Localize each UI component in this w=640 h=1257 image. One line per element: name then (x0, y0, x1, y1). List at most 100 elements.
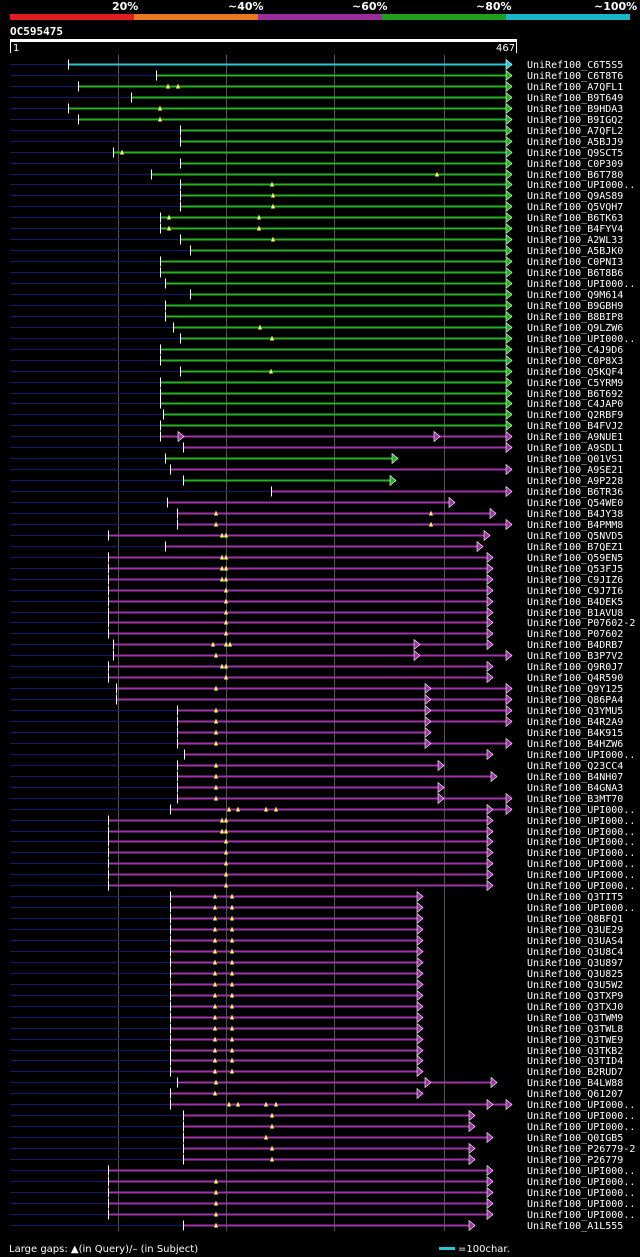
hit-row[interactable]: UniRef100_Q3TWM9 (10, 1011, 623, 1025)
hit-label[interactable]: UniRef100_B4GNA3 (527, 783, 623, 794)
hit-label[interactable]: UniRef100_B1AVU8 (527, 608, 623, 619)
hit-row[interactable]: UniRef100_P07602 (10, 627, 623, 641)
hit-row[interactable]: UniRef100_UPI000.. (10, 868, 635, 882)
hit-row[interactable]: UniRef100_B4LW88 (10, 1076, 623, 1090)
hit-label[interactable]: UniRef100_UPI000.. (527, 859, 635, 870)
hit-label[interactable]: UniRef100_B4PMM8 (527, 520, 623, 531)
hit-label[interactable]: UniRef100_Q2RBF9 (527, 410, 623, 421)
hit-row[interactable]: UniRef100_Q86PA4 (10, 693, 623, 707)
hit-label[interactable]: UniRef100_C4J9D6 (527, 345, 623, 356)
hit-row[interactable]: UniRef100_UPI000.. (10, 879, 635, 893)
hit-row[interactable]: UniRef100_C4J9D6 (10, 343, 623, 357)
hit-row[interactable]: UniRef100_UPI000.. (10, 1098, 635, 1112)
hit-label[interactable]: UniRef100_B4R2A9 (527, 717, 623, 728)
hit-row[interactable]: UniRef100_Q5KQF4 (10, 365, 623, 379)
hit-row[interactable]: UniRef100_Q53FJ5 (10, 562, 623, 576)
hit-row[interactable]: UniRef100_Q3U825 (10, 967, 623, 981)
hit-label[interactable]: UniRef100_UPI000.. (527, 334, 635, 345)
hit-row[interactable]: UniRef100_UPI000.. (10, 857, 635, 871)
hit-label[interactable]: UniRef100_P07602-2 (527, 618, 635, 629)
hit-row[interactable]: UniRef100_Q2RBF9 (10, 408, 623, 422)
hit-label[interactable]: UniRef100_B3MT70 (527, 794, 623, 805)
hit-label[interactable]: UniRef100_UPI000.. (527, 1188, 635, 1199)
hit-label[interactable]: UniRef100_Q0IGB5 (527, 1133, 623, 1144)
hit-row[interactable]: UniRef100_Q9SCT5 (10, 146, 623, 160)
hit-row[interactable]: UniRef100_B6T692 (10, 387, 623, 401)
hit-label[interactable]: UniRef100_Q5KQF4 (527, 367, 623, 378)
hit-label[interactable]: UniRef100_A7QFL1 (527, 82, 623, 93)
hit-label[interactable]: UniRef100_C9J7I6 (527, 586, 623, 597)
hit-row[interactable]: UniRef100_UPI000.. (10, 1164, 635, 1178)
hit-label[interactable]: UniRef100_C5YRM9 (527, 378, 623, 389)
hit-label[interactable]: UniRef100_B9IGQ2 (527, 115, 623, 126)
hit-row[interactable]: UniRef100_A9SDL1 (10, 441, 623, 455)
hit-row[interactable]: UniRef100_C9J7I6 (10, 584, 623, 598)
hit-row[interactable]: UniRef100_UPI000.. (10, 846, 635, 860)
hit-label[interactable]: UniRef100_B7QEZ1 (527, 542, 623, 553)
hit-label[interactable]: UniRef100_Q61207 (527, 1089, 623, 1100)
hit-row[interactable]: UniRef100_B9GBH9 (10, 299, 623, 313)
hit-label[interactable]: UniRef100_Q9LZW6 (527, 323, 623, 334)
hit-row[interactable]: UniRef100_Q4R590 (10, 671, 623, 685)
hit-label[interactable]: UniRef100_B6T8B6 (527, 268, 623, 279)
hit-label[interactable]: UniRef100_C6T8T6 (527, 71, 623, 82)
hit-label[interactable]: UniRef100_UPI000.. (527, 750, 635, 761)
hit-row[interactable]: UniRef100_UPI000.. (10, 814, 635, 828)
hit-label[interactable]: UniRef100_UPI000.. (527, 1100, 635, 1111)
hit-label[interactable]: UniRef100_UPI000.. (527, 1177, 635, 1188)
hit-row[interactable]: UniRef100_UPI000.. (10, 178, 635, 192)
hit-label[interactable]: UniRef100_B9GBH9 (527, 301, 623, 312)
hit-label[interactable]: UniRef100_UPI000.. (527, 279, 635, 290)
hit-row[interactable]: UniRef100_B4FYV4 (10, 222, 623, 236)
hit-row[interactable]: UniRef100_Q59EN5 (10, 551, 623, 565)
hit-label[interactable]: UniRef100_B6T692 (527, 389, 623, 400)
hit-label[interactable]: UniRef100_UPI000.. (527, 1199, 635, 1210)
hit-row[interactable]: UniRef100_Q9AS89 (10, 189, 623, 203)
hit-row[interactable]: UniRef100_Q0IGB5 (10, 1131, 623, 1145)
hit-label[interactable]: UniRef100_Q3U825 (527, 969, 623, 980)
hit-row[interactable]: UniRef100_B9HDA3 (10, 102, 623, 116)
hit-row[interactable]: UniRef100_Q5NVD5 (10, 529, 623, 543)
hit-label[interactable]: UniRef100_Q4R590 (527, 673, 623, 684)
hit-row[interactable]: UniRef100_A7QFL1 (10, 80, 623, 94)
hit-row[interactable]: UniRef100_B9IGQ2 (10, 113, 623, 127)
hit-label[interactable]: UniRef100_Q3TWM9 (527, 1013, 623, 1024)
hit-label[interactable]: UniRef100_UPI000.. (527, 816, 635, 827)
hit-row[interactable]: UniRef100_B6T8B6 (10, 266, 623, 280)
hit-row[interactable]: UniRef100_A7QFL2 (10, 124, 623, 138)
hit-row[interactable]: UniRef100_B2RUD7 (10, 1065, 623, 1079)
hit-row[interactable]: UniRef100_A2WL33 (10, 233, 623, 247)
hit-row[interactable]: UniRef100_UPI000.. (10, 835, 635, 849)
hit-row[interactable]: UniRef100_B1AVU8 (10, 606, 623, 620)
hit-row[interactable]: UniRef100_Q3TIT5 (10, 890, 623, 904)
hit-label[interactable]: UniRef100_B4NH07 (527, 772, 623, 783)
hit-label[interactable]: UniRef100_P26779 (527, 1155, 623, 1166)
hit-row[interactable]: UniRef100_Q3TID4 (10, 1054, 623, 1068)
hit-label[interactable]: UniRef100_Q3TWE9 (527, 1035, 623, 1046)
hit-row[interactable]: UniRef100_UPI000.. (10, 1120, 635, 1134)
hit-label[interactable]: UniRef100_B6TK63 (527, 213, 623, 224)
hit-row[interactable]: UniRef100_C6T8T6 (10, 69, 623, 83)
hit-row[interactable]: UniRef100_UPI000.. (10, 1175, 635, 1189)
hit-row[interactable]: UniRef100_C0PNI3 (10, 255, 623, 269)
hit-label[interactable]: UniRef100_B4FYV4 (527, 224, 623, 235)
hit-label[interactable]: UniRef100_UPI000.. (527, 1210, 635, 1221)
hit-label[interactable]: UniRef100_A9SE21 (527, 465, 623, 476)
hit-row[interactable]: UniRef100_Q3YMU5 (10, 704, 623, 718)
hit-label[interactable]: UniRef100_UPI000.. (527, 1122, 635, 1133)
hit-row[interactable]: UniRef100_C9JIZ6 (10, 573, 623, 587)
hit-label[interactable]: UniRef100_A5BJK0 (527, 246, 623, 257)
hit-row[interactable]: UniRef100_A5BJK0 (10, 244, 623, 258)
hit-label[interactable]: UniRef100_UPI000.. (527, 837, 635, 848)
hit-label[interactable]: UniRef100_B4JY38 (527, 509, 623, 520)
hit-row[interactable]: UniRef100_UPI000.. (10, 825, 635, 839)
hit-row[interactable]: UniRef100_Q01VS1 (10, 452, 623, 466)
hit-label[interactable]: UniRef100_Q3TID4 (527, 1056, 623, 1067)
hit-row[interactable]: UniRef100_A9SE21 (10, 463, 623, 477)
hit-row[interactable]: UniRef100_Q3TWL8 (10, 1022, 623, 1036)
hit-label[interactable]: UniRef100_UPI000.. (527, 1111, 635, 1122)
hit-row[interactable]: UniRef100_B4PMM8 (10, 518, 623, 532)
hit-row[interactable]: UniRef100_Q3TXJ0 (10, 1000, 623, 1014)
hit-label[interactable]: UniRef100_C4JAP0 (527, 399, 623, 410)
hit-label[interactable]: UniRef100_Q3U5W2 (527, 980, 623, 991)
